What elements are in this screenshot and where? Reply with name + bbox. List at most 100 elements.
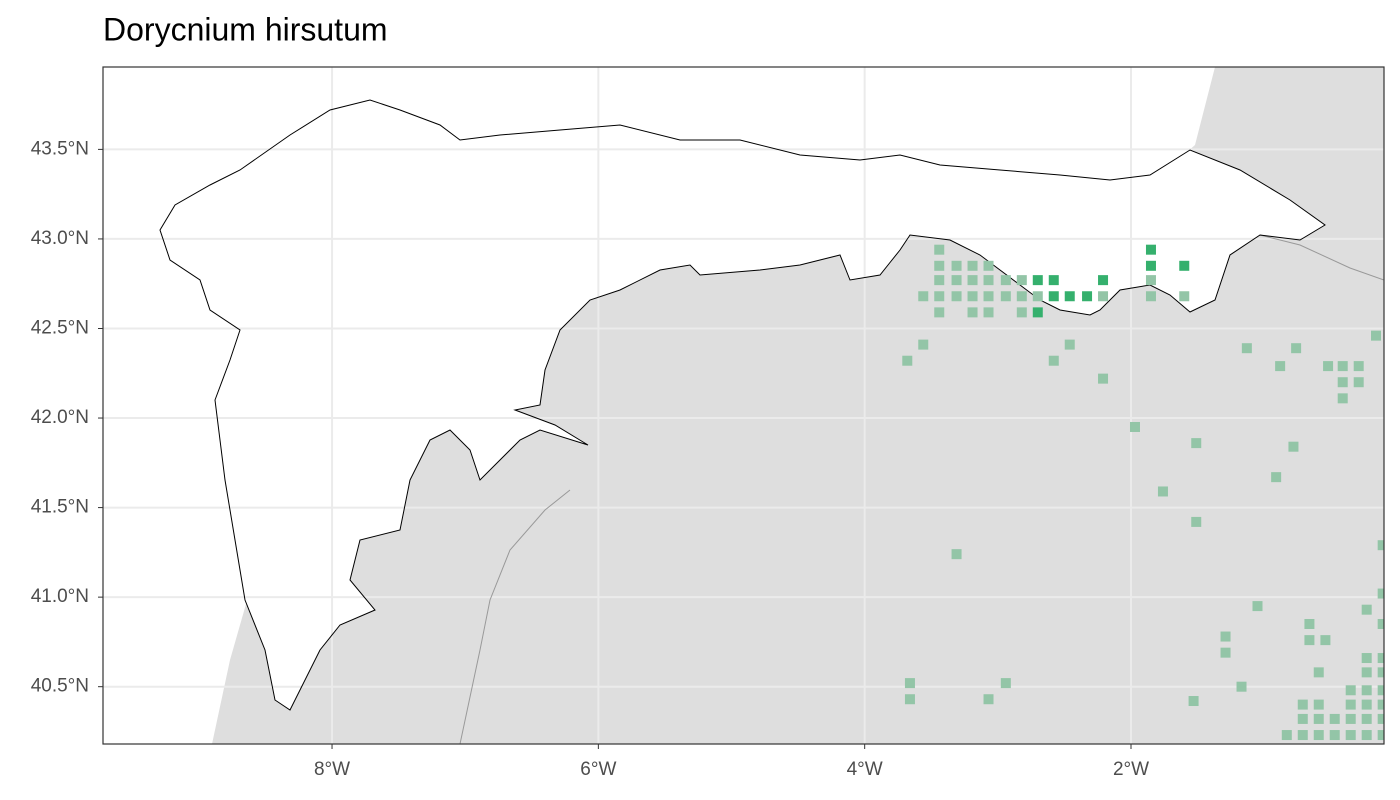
occurrence-point (1064, 291, 1075, 302)
occurrence-point (1345, 699, 1356, 710)
grid (103, 67, 1384, 744)
occurrence-point (1377, 653, 1384, 664)
occurrence-point (1353, 361, 1364, 372)
occurrence-point (1098, 275, 1109, 286)
occurrence-point (1271, 472, 1282, 483)
occurrence-point (1082, 291, 1093, 302)
occurrence-point (934, 244, 945, 255)
occurrence-point (1188, 696, 1199, 707)
occurrence-point (1377, 540, 1384, 551)
y-tick-label: 41.0°N (31, 586, 89, 607)
occurrence-point (1361, 653, 1372, 664)
occurrence-point (1179, 291, 1190, 302)
occurrences (902, 244, 1384, 741)
occurrence-point (1304, 619, 1315, 630)
occurrence-point (1337, 377, 1348, 388)
occurrence-point (1323, 361, 1334, 372)
x-tick-label: 8°W (314, 759, 350, 780)
occurrence-point (1241, 343, 1252, 354)
occurrence-point (1361, 713, 1372, 724)
occurrence-point (1329, 730, 1340, 741)
occurrence-point (1377, 619, 1384, 630)
occurrence-point (1220, 631, 1231, 642)
occurrence-point (1098, 373, 1109, 384)
occurrence-point (1064, 339, 1075, 350)
occurrence-point (1291, 343, 1302, 354)
border (459, 489, 571, 744)
y-tick-label: 40.5°N (31, 676, 89, 697)
region-outline (159, 99, 1326, 711)
occurrence-point (983, 260, 994, 271)
occurrence-point (1377, 730, 1384, 741)
occurrence-point (918, 339, 929, 350)
occurrence-point (1129, 421, 1140, 432)
occurrence-point (1000, 275, 1011, 286)
occurrence-point (1000, 678, 1011, 689)
occurrence-point (1032, 275, 1043, 286)
occurrence-point (1016, 275, 1027, 286)
occurrence-point (1320, 635, 1331, 646)
occurrence-point (1048, 275, 1059, 286)
occurrence-point (1145, 244, 1156, 255)
occurrence-point (1048, 291, 1059, 302)
occurrence-point (902, 355, 913, 366)
occurrence-point (1157, 486, 1168, 497)
occurrence-point (951, 275, 962, 286)
occurrence-point (1361, 685, 1372, 696)
occurrence-point (983, 291, 994, 302)
x-tick-label: 4°W (847, 759, 883, 780)
occurrence-point (967, 275, 978, 286)
occurrence-point (983, 275, 994, 286)
occurrence-point (1098, 291, 1109, 302)
occurrence-point (951, 291, 962, 302)
occurrence-point (1252, 601, 1263, 612)
y-tick-label: 42.0°N (31, 407, 89, 428)
occurrence-point (1297, 699, 1308, 710)
occurrence-point (983, 694, 994, 705)
occurrence-point (1032, 307, 1043, 318)
occurrence-point (967, 260, 978, 271)
occurrence-point (1313, 730, 1324, 741)
occurrence-point (1145, 291, 1156, 302)
occurrence-point (1377, 699, 1384, 710)
occurrence-point (1048, 355, 1059, 366)
occurrence-point (1145, 260, 1156, 271)
occurrence-point (1345, 730, 1356, 741)
occurrence-point (983, 307, 994, 318)
occurrence-point (934, 291, 945, 302)
occurrence-point (1329, 713, 1340, 724)
occurrence-point (1361, 604, 1372, 615)
x-tick-label: 2°W (1113, 759, 1149, 780)
occurrence-point (1236, 681, 1247, 692)
occurrence-point (1313, 699, 1324, 710)
border (1259, 234, 1384, 281)
occurrence-point (1337, 361, 1348, 372)
occurrence-point (1297, 713, 1308, 724)
occurrence-point (951, 260, 962, 271)
occurrence-point (934, 260, 945, 271)
occurrence-point (934, 275, 945, 286)
occurrence-point (1000, 291, 1011, 302)
occurrence-point (1361, 699, 1372, 710)
occurrence-point (1353, 377, 1364, 388)
occurrence-point (1313, 667, 1324, 678)
occurrence-point (1281, 730, 1292, 741)
occurrence-point (967, 291, 978, 302)
occurrence-point (1304, 635, 1315, 646)
y-tick-label: 41.5°N (31, 497, 89, 518)
occurrence-point (1016, 307, 1027, 318)
panel-border (102, 66, 1385, 745)
y-tick-label: 43.5°N (31, 138, 89, 159)
region (160, 100, 1325, 710)
occurrence-point (967, 307, 978, 318)
occurrence-point (1191, 438, 1202, 449)
occurrence-point (1016, 291, 1027, 302)
occurrence-point (1377, 588, 1384, 599)
occurrence-point (904, 678, 915, 689)
occurrence-point (951, 549, 962, 560)
occurrence-point (1337, 393, 1348, 404)
occurrence-point (1377, 685, 1384, 696)
occurrence-point (1145, 275, 1156, 286)
